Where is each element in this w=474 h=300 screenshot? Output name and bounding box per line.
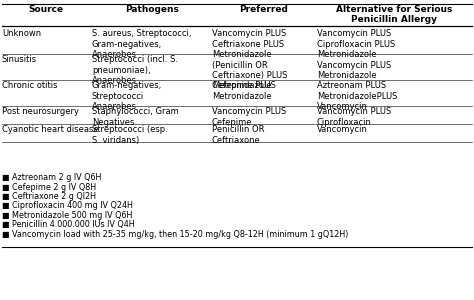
Text: ■ Ciprofloxacin 400 mg IV Q24H: ■ Ciprofloxacin 400 mg IV Q24H <box>2 202 133 211</box>
Text: ■ Cefepime 2 g IV Q8H: ■ Cefepime 2 g IV Q8H <box>2 182 96 191</box>
Text: Vancomycin PLUS
Ceftriaxone PLUS
Metronidazole
(Penicillin OR
Ceftriaxone) PLUS
: Vancomycin PLUS Ceftriaxone PLUS Metroni… <box>212 29 287 91</box>
Text: ■ Metronidazole 500 mg IV Q6H: ■ Metronidazole 500 mg IV Q6H <box>2 211 132 220</box>
Text: Streptococci (incl. S.
pneumoniae),
Anaerobes: Streptococci (incl. S. pneumoniae), Anae… <box>92 56 178 85</box>
Text: Streptococci (esp.
S. viridans): Streptococci (esp. S. viridans) <box>92 125 168 145</box>
Text: Pathogens: Pathogens <box>125 5 179 14</box>
Text: Vancomycin PLUS
Ciprofloxacin: Vancomycin PLUS Ciprofloxacin <box>317 107 391 127</box>
Text: Penicillin OR
Ceftriaxone: Penicillin OR Ceftriaxone <box>212 125 264 145</box>
Text: ■ Ceftriaxone 2 g QI2H: ■ Ceftriaxone 2 g QI2H <box>2 192 96 201</box>
Text: Vancomycin: Vancomycin <box>317 125 368 134</box>
Text: Preferred: Preferred <box>239 5 289 14</box>
Text: ■ Vancomycin load with 25-35 mg/kg, then 15-20 mg/kg Q8-12H (minimum 1 gQ12H): ■ Vancomycin load with 25-35 mg/kg, then… <box>2 230 348 239</box>
Text: Aztreonam PLUS
MetronidazolePLUS
Vancomycin: Aztreonam PLUS MetronidazolePLUS Vancomy… <box>317 82 397 111</box>
Text: Sinusitis: Sinusitis <box>2 56 37 64</box>
Text: Source: Source <box>28 5 64 14</box>
Text: Vancomycin PLUS
Ciprofloxacin PLUS
Metronidazole
Vancomycin PLUS
Metronidazole: Vancomycin PLUS Ciprofloxacin PLUS Metro… <box>317 29 395 80</box>
Text: S. aureus, Streptococci,
Gram-negatives,
Anaerobes: S. aureus, Streptococci, Gram-negatives,… <box>92 29 191 59</box>
Text: Staphylococci, Gram
Negatives: Staphylococci, Gram Negatives <box>92 107 179 127</box>
Text: Cyanotic heart disease: Cyanotic heart disease <box>2 125 99 134</box>
Text: Alternative for Serious
Penicillin Allergy: Alternative for Serious Penicillin Aller… <box>336 5 452 24</box>
Text: ■ Penicillin 4.000.000 IUs IV Q4H: ■ Penicillin 4.000.000 IUs IV Q4H <box>2 220 135 230</box>
Text: Chronic otitis: Chronic otitis <box>2 82 57 91</box>
Text: Vancomycin PLUS
Cefepime: Vancomycin PLUS Cefepime <box>212 107 286 127</box>
Text: ■ Aztreonam 2 g IV Q6H: ■ Aztreonam 2 g IV Q6H <box>2 173 101 182</box>
Text: Gram-negatives,
Streptococci
Anaerobes: Gram-negatives, Streptococci Anaerobes <box>92 82 162 111</box>
Text: Post neurosurgery: Post neurosurgery <box>2 107 79 116</box>
Text: Cefepime PLUS
Metronidazole: Cefepime PLUS Metronidazole <box>212 82 276 101</box>
Text: Unknown: Unknown <box>2 29 41 38</box>
